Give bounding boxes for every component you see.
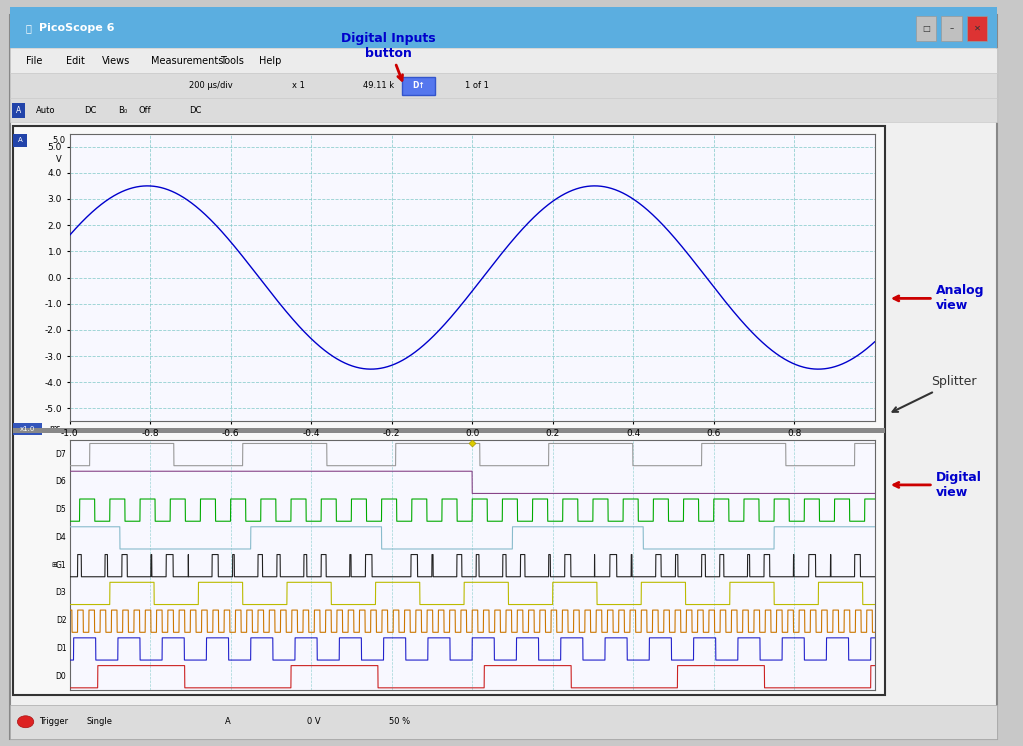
Text: D4: D4 (55, 533, 66, 542)
Text: □: □ (922, 24, 930, 33)
Text: 1 of 1: 1 of 1 (465, 81, 489, 90)
Text: 🔧: 🔧 (26, 23, 32, 33)
Text: DC: DC (189, 106, 202, 115)
Text: ⊞: ⊞ (51, 562, 57, 568)
Text: D2: D2 (56, 616, 66, 625)
Text: D0: D0 (55, 671, 66, 680)
Text: 5.0: 5.0 (52, 137, 65, 145)
Text: Digital Inputs
button: Digital Inputs button (342, 31, 436, 81)
Text: File: File (26, 56, 42, 66)
Text: Single: Single (87, 717, 113, 727)
Bar (10, 98, 997, 122)
Bar (10, 7, 997, 48)
Bar (916, 16, 936, 41)
Text: Views: Views (102, 56, 131, 66)
Text: Splitter: Splitter (892, 375, 976, 412)
Text: Tools: Tools (220, 56, 243, 66)
Text: PicoScope 6: PicoScope 6 (39, 23, 115, 33)
Text: G1: G1 (56, 560, 66, 570)
Text: A: A (17, 137, 23, 143)
Bar (10, 48, 997, 73)
Text: 49.11 k: 49.11 k (363, 81, 394, 90)
Text: D7: D7 (55, 450, 66, 459)
Text: 200 μs/div: 200 μs/div (189, 81, 233, 90)
Text: D1: D1 (56, 644, 66, 653)
Bar (402, 77, 435, 95)
Text: D5: D5 (55, 505, 66, 514)
Circle shape (17, 716, 34, 728)
Bar (13, 423, 42, 435)
Text: V: V (56, 155, 61, 164)
Text: B₀: B₀ (118, 106, 127, 115)
Text: DC: DC (84, 106, 96, 115)
Text: ms: ms (49, 424, 60, 433)
Text: Measurements: Measurements (151, 56, 224, 66)
Text: –: – (949, 24, 953, 33)
Bar (12, 103, 25, 118)
Text: x1.0: x1.0 (19, 426, 36, 432)
Text: 50 %: 50 % (389, 717, 410, 727)
Text: Edit: Edit (66, 56, 85, 66)
Text: D↑: D↑ (412, 81, 425, 90)
Bar (967, 16, 987, 41)
Text: D6: D6 (55, 477, 66, 486)
Text: A: A (225, 717, 231, 727)
Text: A: A (15, 106, 21, 115)
Text: Auto: Auto (36, 106, 55, 115)
Bar (941, 16, 962, 41)
Text: Off: Off (138, 106, 150, 115)
Text: 0 V: 0 V (307, 717, 320, 727)
Text: Trigger: Trigger (39, 717, 68, 727)
Bar (13, 126, 885, 695)
Bar (13, 428, 885, 433)
Bar (13, 134, 27, 147)
Text: x 1: x 1 (292, 81, 305, 90)
Bar (10, 73, 997, 98)
Text: Digital
view: Digital view (894, 471, 982, 499)
Text: Help: Help (259, 56, 281, 66)
Bar (10, 705, 997, 739)
Text: Analog
view: Analog view (894, 284, 984, 313)
Text: D3: D3 (55, 589, 66, 598)
Text: ✕: ✕ (974, 24, 980, 33)
